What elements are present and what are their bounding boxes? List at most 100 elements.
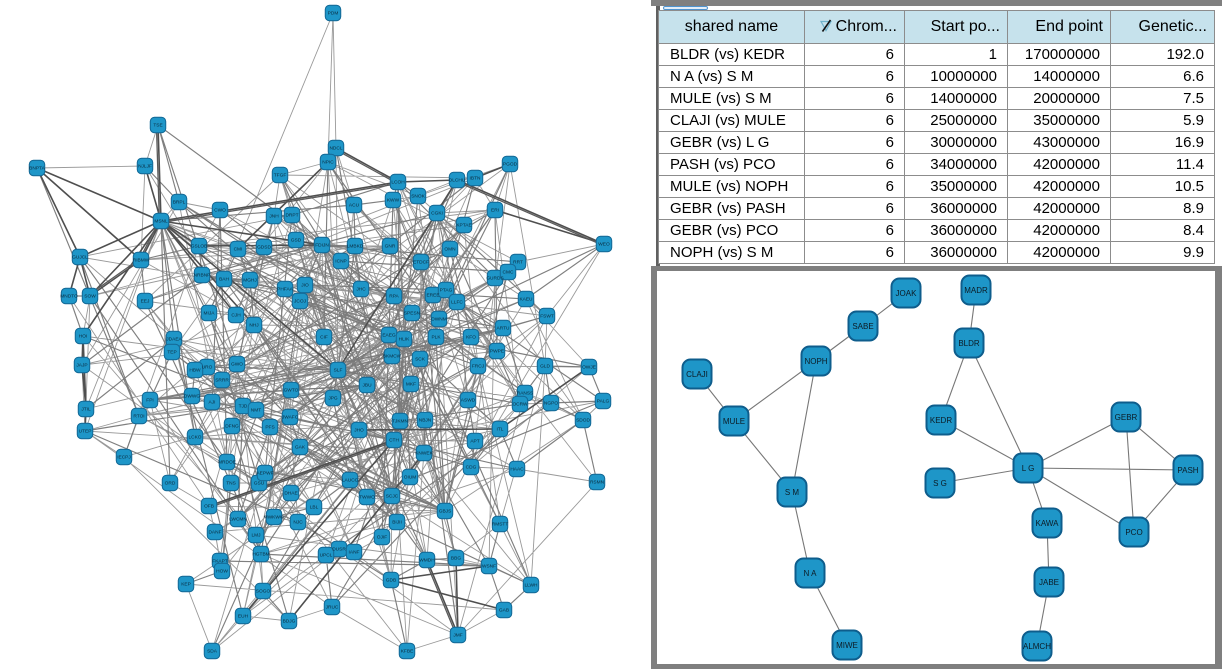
- svg-text:HLIK: HLIK: [399, 337, 410, 343]
- svg-text:N A: N A: [804, 569, 818, 578]
- svg-text:LLFC: LLFC: [451, 300, 463, 306]
- svg-text:DANF: DANF: [208, 530, 221, 536]
- svg-text:PWPE: PWPE: [490, 349, 504, 355]
- svg-text:CWO: CWO: [214, 208, 226, 214]
- svg-text:NJLJF: NJLJF: [138, 164, 152, 170]
- svg-text:BDJG: BDJG: [283, 619, 296, 625]
- svg-text:TJD: TJD: [239, 404, 248, 410]
- svg-text:EAEG: EAEG: [382, 333, 396, 339]
- svg-text:TEP: TEP: [167, 350, 176, 356]
- svg-text:LLWH: LLWH: [525, 583, 539, 589]
- svg-text:CDG: CDG: [466, 465, 477, 471]
- svg-text:JMF: JMF: [453, 633, 462, 639]
- svg-text:NJC: NJC: [293, 520, 303, 526]
- svg-text:RRT: RRT: [513, 260, 523, 266]
- svg-text:GSD: GSD: [291, 238, 302, 244]
- svg-text:CJH: CJH: [231, 313, 241, 319]
- svg-text:NOPH: NOPH: [804, 357, 827, 366]
- svg-text:MSNL: MSNL: [154, 219, 168, 225]
- svg-text:KEDR: KEDR: [930, 416, 952, 425]
- svg-text:GDSD: GDSD: [257, 245, 271, 251]
- svg-text:CMI: CMI: [234, 247, 243, 253]
- svg-text:ASWD: ASWD: [461, 398, 476, 404]
- svg-text:RTOI: RTOI: [133, 414, 144, 420]
- svg-text:MRDOE: MRDOE: [218, 460, 236, 466]
- svg-text:JWAFC: JWAFC: [282, 415, 299, 421]
- svg-text:PLK: PLK: [431, 335, 441, 341]
- svg-text:UTEP: UTEP: [79, 429, 92, 435]
- svg-text:KEP: KEP: [181, 582, 191, 588]
- svg-text:NMT: NMT: [251, 408, 261, 414]
- svg-text:CIF: CIF: [320, 335, 328, 341]
- svg-text:RIBMW: RIBMW: [133, 258, 150, 264]
- svg-text:ETDCF: ETDCF: [413, 260, 429, 266]
- svg-text:DWNM: DWNM: [431, 317, 446, 323]
- svg-text:PFS: PFS: [265, 425, 274, 431]
- svg-text:DWWG: DWWG: [184, 394, 201, 400]
- svg-text:LAUCC: LAUCC: [342, 478, 359, 484]
- svg-text:WEO: WEO: [598, 242, 610, 248]
- svg-text:GAB: GAB: [499, 608, 509, 614]
- svg-text:KFO: KFO: [466, 335, 476, 341]
- svg-text:MWKWW: MWKWW: [264, 515, 285, 521]
- svg-text:HAAC: HAAC: [510, 467, 524, 473]
- svg-text:PALG: PALG: [597, 399, 610, 405]
- svg-text:ARTU: ARTU: [497, 326, 511, 332]
- svg-text:LBL: LBL: [310, 505, 319, 511]
- svg-text:OCRW: OCRW: [512, 402, 528, 408]
- svg-text:HGTBM: HGTBM: [252, 552, 269, 558]
- svg-text:BLDR: BLDR: [958, 339, 980, 348]
- svg-text:IANF: IANF: [349, 550, 360, 556]
- svg-text:DFNG: DFNG: [225, 424, 239, 430]
- svg-text:HBW: HBW: [189, 368, 201, 374]
- svg-text:GLD: GLD: [540, 364, 550, 370]
- svg-text:JRUC: JRUC: [326, 605, 339, 611]
- svg-text:PDM: PDM: [328, 11, 339, 17]
- svg-text:LMBKD: LMBKD: [347, 244, 364, 250]
- svg-text:JAJP: JAJP: [76, 363, 87, 369]
- svg-text:MIJA: MIJA: [204, 311, 216, 317]
- svg-text:KAEU: KAEU: [519, 297, 533, 303]
- svg-text:FSWT: FSWT: [540, 314, 554, 320]
- svg-text:GDB: GDB: [386, 578, 396, 584]
- svg-text:BKMCW: BKMCW: [383, 354, 402, 360]
- svg-text:TJKMN: TJKMN: [392, 419, 409, 425]
- svg-text:SDOD: SDOD: [576, 418, 590, 424]
- svg-text:SCK: SCK: [415, 357, 426, 363]
- svg-text:GURDS: GURDS: [486, 276, 503, 282]
- svg-text:TSE: TSE: [153, 123, 162, 129]
- svg-text:TWWO: TWWO: [359, 495, 375, 501]
- svg-text:S M: S M: [785, 488, 800, 497]
- svg-text:AEPWF: AEPWF: [256, 471, 273, 477]
- svg-text:LCOH: LCOH: [391, 180, 405, 186]
- svg-text:BNPTA: BNPTA: [29, 166, 45, 172]
- svg-text:NRBNP: NRBNP: [194, 273, 211, 279]
- svg-text:IBTN: IBTN: [470, 176, 481, 182]
- svg-text:LCKO: LCKO: [188, 435, 201, 441]
- svg-text:SDA: SDA: [207, 649, 218, 655]
- svg-text:L G: L G: [1022, 464, 1035, 473]
- svg-text:JOAK: JOAK: [896, 289, 918, 298]
- svg-text:GSU: GSU: [254, 481, 265, 487]
- svg-text:KWW: KWW: [387, 198, 400, 204]
- svg-text:DHAE: DHAE: [284, 491, 297, 497]
- svg-text:JTIL: JTIL: [81, 407, 91, 413]
- svg-text:NHJ: NHJ: [249, 323, 259, 329]
- svg-text:GNR: GNR: [385, 244, 396, 250]
- svg-text:RANSS: RANSS: [517, 391, 534, 397]
- svg-text:DRPT: DRPT: [285, 213, 298, 219]
- svg-text:WSNF: WSNF: [482, 564, 496, 570]
- svg-text:RMSTT: RMSTT: [492, 522, 509, 528]
- svg-text:PGOD: PGOD: [503, 162, 518, 168]
- svg-text:PHFAA: PHFAA: [277, 287, 294, 293]
- svg-text:ALMCH: ALMCH: [1023, 642, 1051, 651]
- svg-text:EUH: EUH: [238, 614, 249, 620]
- svg-text:FKAPT: FKAPT: [212, 559, 228, 565]
- svg-text:ACU: ACU: [349, 203, 360, 209]
- svg-text:OMN: OMN: [444, 247, 456, 253]
- svg-text:S G: S G: [933, 479, 947, 488]
- svg-text:PASH: PASH: [1177, 466, 1198, 475]
- svg-text:NPIC: NPIC: [322, 160, 334, 166]
- svg-text:LWCMN: LWCMN: [229, 517, 247, 523]
- svg-text:RPA: RPA: [389, 294, 399, 300]
